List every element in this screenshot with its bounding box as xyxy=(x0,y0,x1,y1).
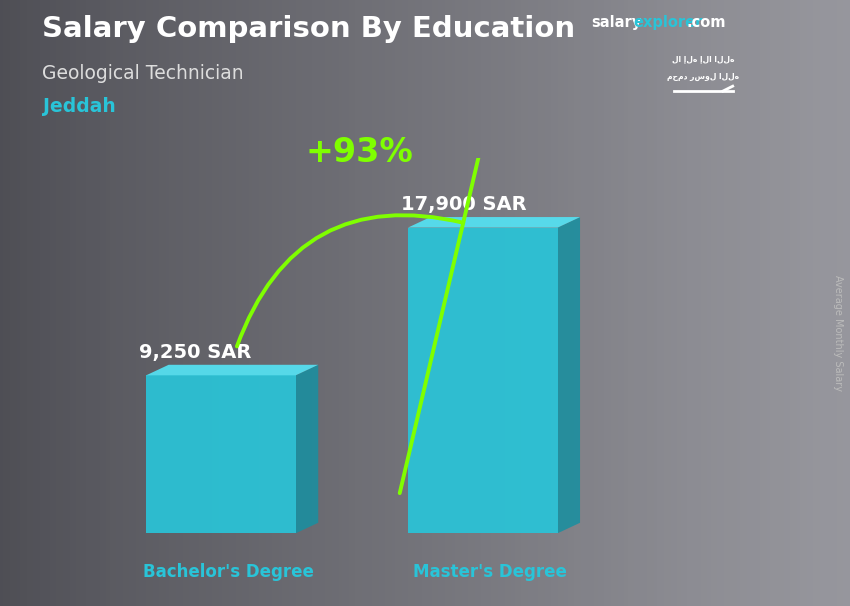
Text: salary: salary xyxy=(591,15,641,30)
Text: Geological Technician: Geological Technician xyxy=(42,64,244,82)
Polygon shape xyxy=(408,228,558,533)
Text: Jeddah: Jeddah xyxy=(42,97,116,116)
Polygon shape xyxy=(558,217,580,533)
Text: 17,900 SAR: 17,900 SAR xyxy=(400,195,526,215)
Polygon shape xyxy=(408,217,580,228)
Text: Average Monthly Salary: Average Monthly Salary xyxy=(833,275,843,391)
Text: 9,250 SAR: 9,250 SAR xyxy=(139,343,251,362)
Polygon shape xyxy=(296,365,318,533)
Polygon shape xyxy=(146,365,318,375)
Text: Bachelor's Degree: Bachelor's Degree xyxy=(143,564,314,581)
Text: +93%: +93% xyxy=(305,136,413,169)
Text: Salary Comparison By Education: Salary Comparison By Education xyxy=(42,15,575,43)
Text: .com: .com xyxy=(687,15,726,30)
Polygon shape xyxy=(146,375,296,533)
FancyArrowPatch shape xyxy=(237,0,526,493)
Text: Master's Degree: Master's Degree xyxy=(413,564,567,581)
Text: محمد رسول الله: محمد رسول الله xyxy=(667,72,740,81)
Text: explorer: explorer xyxy=(633,15,703,30)
Text: لا إله إلا الله: لا إله إلا الله xyxy=(672,54,734,63)
